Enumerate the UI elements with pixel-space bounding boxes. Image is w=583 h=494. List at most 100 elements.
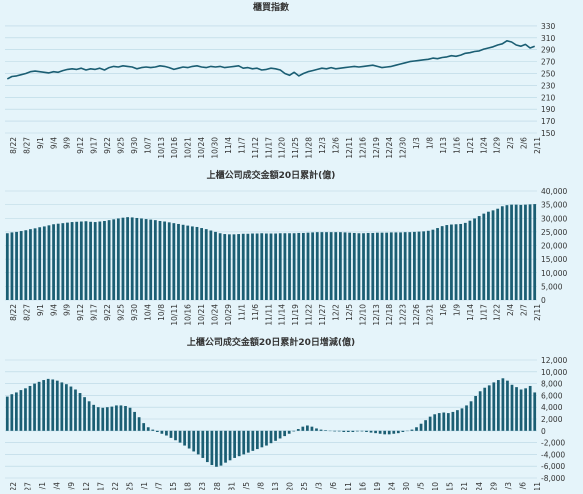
bar [242, 431, 245, 455]
bar [103, 221, 106, 300]
bar [362, 233, 365, 300]
bar [497, 380, 500, 431]
bar [367, 233, 370, 300]
x-tick-label: 9/25 [117, 137, 126, 154]
bar [424, 420, 427, 431]
bar [450, 225, 453, 300]
x-tick-label: 10/8 [157, 304, 166, 321]
chart-panel-3: 上櫃公司成交金額20日累計20日增減(億)-8,000-6,000-4,000-… [5, 336, 567, 490]
bar [20, 231, 23, 300]
bar [415, 427, 418, 431]
bar [353, 233, 356, 300]
x-tick-label: 10/24 [197, 137, 206, 159]
x-tick-label: 9/1 [38, 482, 47, 490]
y-tick-label: 25,000 [541, 228, 567, 237]
bar [52, 224, 55, 300]
bar [94, 222, 97, 300]
bar [247, 431, 250, 453]
bar [192, 431, 195, 452]
bar [351, 431, 354, 432]
bar [51, 379, 54, 430]
x-tick-label: 2/11 [533, 482, 542, 490]
bar [83, 397, 86, 431]
y-tick-label: 12,000 [541, 356, 567, 365]
bar [288, 431, 291, 434]
bar [265, 234, 268, 300]
bar [515, 205, 518, 300]
bar [80, 222, 83, 300]
bar [455, 224, 458, 300]
bar [182, 225, 185, 300]
bar [283, 233, 286, 300]
bar [115, 405, 118, 430]
bar [145, 219, 148, 300]
bar [122, 218, 125, 300]
bar [482, 214, 485, 300]
bar [344, 232, 347, 300]
x-tick-label: 9/17 [96, 482, 105, 490]
bar [124, 406, 127, 431]
bar [438, 413, 441, 431]
x-tick-label: 9/25 [117, 304, 126, 321]
x-tick-label: 1/29 [493, 137, 502, 154]
bar [315, 428, 318, 430]
bar [496, 209, 499, 300]
x-tick-label: 10/7 [143, 137, 152, 154]
bar [422, 231, 425, 300]
bar [106, 407, 109, 431]
y-tick-label: 270 [541, 58, 556, 67]
bar [165, 431, 168, 436]
bar [237, 234, 240, 300]
x-tick-label: 8/22 [9, 304, 18, 321]
bar [399, 232, 402, 300]
bar [168, 222, 171, 300]
bar [138, 417, 141, 431]
bar [47, 379, 50, 431]
bar [325, 232, 328, 300]
y-tick-label: 0 [541, 427, 546, 436]
x-tick-label: 12/3 [318, 137, 327, 154]
bar [260, 233, 263, 300]
bar [347, 431, 350, 432]
bar [487, 212, 490, 300]
bar [206, 431, 209, 462]
bar [388, 431, 391, 435]
x-tick-label: 10/28 [213, 482, 222, 490]
bar [74, 390, 77, 431]
x-tick-label: 1/6 [439, 304, 448, 316]
bar [339, 232, 342, 300]
x-tick-label: 8/27 [22, 137, 31, 154]
x-tick-label: 1/22 [493, 304, 502, 321]
bar [474, 396, 477, 431]
bar [38, 382, 41, 431]
x-tick-label: 9/4 [49, 304, 58, 316]
bar [196, 227, 199, 300]
x-tick-label: 1/9 [452, 304, 461, 316]
x-tick-label: 12/23 [399, 304, 408, 326]
y-tick-label: 6,000 [541, 391, 563, 400]
bar [126, 217, 129, 300]
x-tick-label: 1/5 [417, 482, 426, 490]
bar [70, 387, 73, 431]
x-tick-label: 10/21 [184, 137, 193, 159]
x-tick-label: 10/4 [143, 304, 152, 321]
bar [519, 205, 522, 300]
x-tick-label: 9/22 [111, 482, 120, 490]
bar [456, 410, 459, 431]
y-tick-label: 0 [541, 296, 546, 305]
bar [211, 431, 214, 465]
bar [179, 431, 182, 443]
bar [97, 407, 100, 431]
bar [79, 393, 82, 431]
x-tick-label: 10/18 [184, 482, 193, 490]
x-tick-label: 12/24 [385, 137, 394, 159]
bar [242, 234, 245, 300]
bar [154, 220, 157, 300]
bar [333, 431, 336, 432]
x-tick-label: 2/4 [506, 304, 515, 316]
bar [432, 230, 435, 300]
bar [246, 234, 249, 300]
bar [197, 431, 200, 455]
x-tick-label: 11/5 [242, 482, 251, 490]
y-tick-label: 290 [541, 46, 556, 55]
